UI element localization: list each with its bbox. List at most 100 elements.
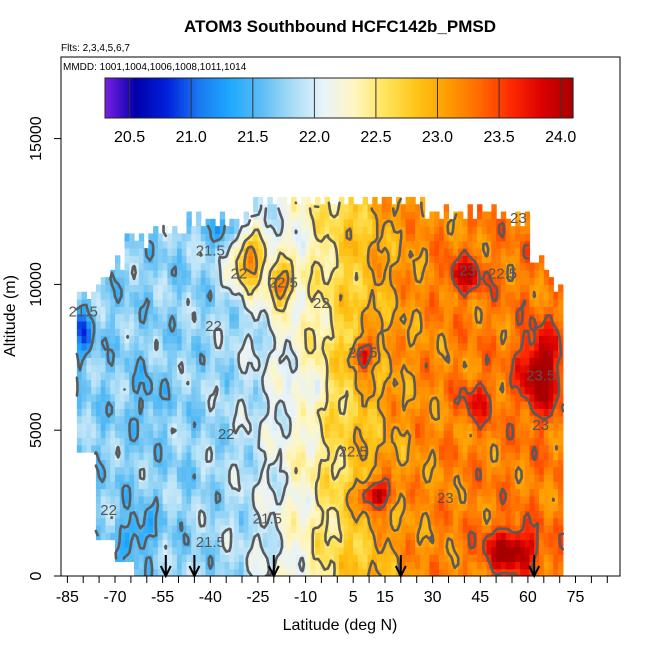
heatmap-cell [200, 408, 207, 417]
heatmap-cell [148, 452, 154, 460]
heatmap-cell [257, 488, 264, 497]
heatmap-cell [415, 342, 421, 351]
heatmap-cell [215, 510, 221, 519]
heatmap-cell [143, 452, 149, 460]
heatmap-cell [434, 306, 440, 315]
heatmap-cell [434, 269, 440, 278]
heatmap-cell [448, 255, 454, 264]
heatmap-cell [491, 328, 497, 337]
heatmap-cell [172, 342, 178, 351]
heatmap-cell [405, 473, 411, 482]
heatmap-cell [234, 218, 240, 227]
heatmap-cell [458, 379, 464, 388]
heatmap-cell [343, 430, 350, 439]
heatmap-cell [491, 459, 497, 468]
heatmap-cell [276, 335, 283, 344]
heatmap-cell [443, 277, 450, 286]
heatmap-cell [553, 517, 559, 526]
heatmap-cell [200, 561, 207, 570]
heatmap-cell [329, 218, 335, 227]
heatmap-cell [224, 466, 230, 475]
heatmap-cell [386, 328, 392, 337]
heatmap-cell [186, 393, 192, 402]
heatmap-cell [472, 473, 478, 482]
heatmap-cell [157, 364, 164, 373]
heatmap-cell [148, 350, 154, 358]
heatmap-cell [410, 430, 416, 439]
heatmap-cell [519, 226, 526, 234]
heatmap-cell [267, 459, 273, 468]
heatmap-cell [281, 379, 288, 388]
heatmap-cell [515, 233, 521, 242]
heatmap-cell [186, 408, 192, 417]
heatmap-cell [348, 422, 354, 431]
heatmap-cell [338, 328, 345, 337]
heatmap-cell [410, 247, 416, 256]
heatmap-cell [148, 430, 154, 439]
heatmap-cell [410, 277, 416, 286]
heatmap-cell [181, 306, 188, 315]
heatmap-cell [315, 517, 321, 526]
heatmap-cell [534, 379, 540, 388]
heatmap-cell [334, 459, 340, 468]
heatmap-cell [167, 546, 173, 555]
heatmap-cell [448, 466, 454, 475]
heatmap-cell [357, 335, 364, 344]
heatmap-cell [491, 240, 497, 249]
heatmap-cell [491, 488, 497, 497]
heatmap-cell [434, 357, 440, 366]
heatmap-cell [510, 452, 516, 460]
heatmap-cell [481, 371, 488, 380]
heatmap-cell [276, 196, 283, 205]
heatmap-cell [210, 488, 216, 497]
heatmap-cell [143, 495, 149, 504]
heatmap-cell [167, 539, 173, 548]
heatmap-cell [200, 240, 207, 249]
heatmap-cell [548, 430, 554, 439]
heatmap-cell [219, 517, 226, 526]
heatmap-cell [205, 379, 211, 388]
heatmap-cell [510, 255, 516, 264]
heatmap-cell [505, 313, 512, 322]
heatmap-cell [558, 422, 564, 431]
heatmap-cell [110, 459, 116, 468]
heatmap-cell [334, 277, 340, 286]
heatmap-cell [100, 495, 107, 504]
heatmap-cell [157, 430, 164, 439]
heatmap-cell [305, 379, 311, 388]
heatmap-cell [415, 408, 421, 417]
heatmap-cell [515, 459, 521, 468]
heatmap-cell [319, 459, 326, 468]
heatmap-cell [381, 495, 388, 504]
heatmap-cell [281, 226, 288, 234]
heatmap-cell [253, 233, 259, 242]
heatmap-cell [181, 452, 188, 460]
heatmap-cell [291, 291, 297, 300]
heatmap-cell [181, 481, 188, 490]
heatmap-cell [276, 371, 283, 380]
heatmap-cell [510, 379, 516, 388]
heatmap-cell [415, 459, 421, 468]
heatmap-cell [448, 320, 454, 329]
heatmap-cell [434, 277, 440, 286]
heatmap-cell [453, 510, 459, 519]
heatmap-cell [534, 554, 540, 563]
heatmap-cell [281, 444, 288, 453]
heatmap-cell [153, 262, 159, 271]
heatmap-cell [377, 320, 383, 329]
heatmap-cell [467, 379, 473, 388]
heatmap-cell [534, 306, 540, 315]
heatmap-cell [134, 299, 140, 307]
heatmap-cell [415, 269, 421, 278]
heatmap-cell [429, 284, 435, 293]
heatmap-cell [534, 393, 540, 402]
heatmap-cell [343, 342, 350, 351]
heatmap-cell [272, 233, 278, 242]
heatmap-cell [310, 437, 316, 446]
heatmap-cell [296, 386, 302, 395]
heatmap-cell [248, 277, 254, 286]
heatmap-cell [205, 357, 211, 366]
heatmap-cell [276, 233, 283, 242]
heatmap-cell [357, 437, 364, 446]
heatmap-cell [415, 233, 421, 242]
